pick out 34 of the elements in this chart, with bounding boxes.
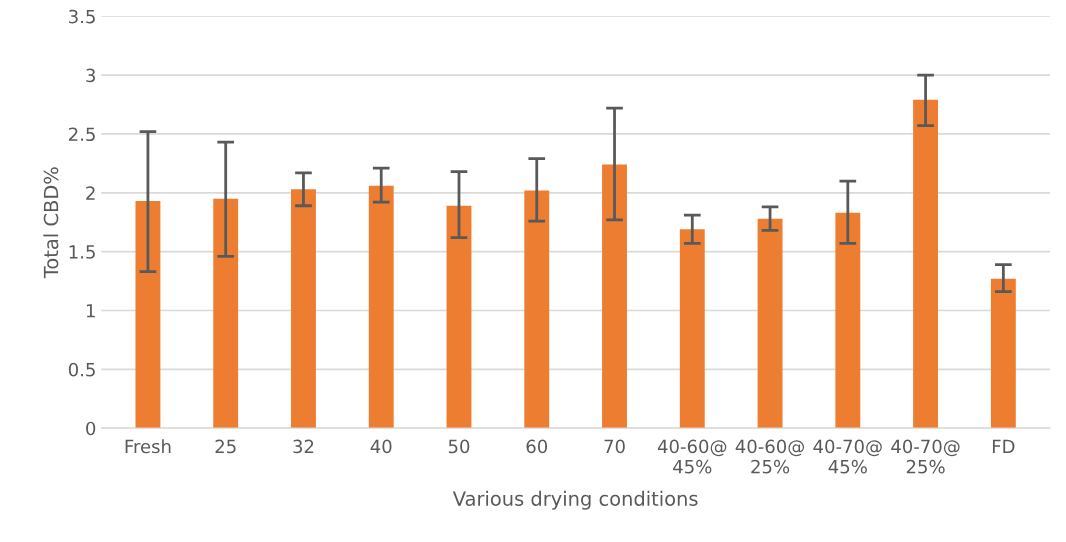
y-tick-label: 3.5 <box>69 9 95 24</box>
bar <box>757 218 783 429</box>
y-tick-label: 0 <box>86 421 96 436</box>
x-tick-label: 40 <box>370 439 392 454</box>
bar <box>446 205 472 429</box>
bar <box>990 278 1016 429</box>
y-tick-label: 1 <box>86 304 95 318</box>
bar <box>135 201 161 429</box>
x-tick-label: 40-70@ 45% <box>813 439 882 474</box>
y-tick-label: 0.5 <box>68 362 95 377</box>
x-axis-title: Various drying conditions <box>452 490 698 510</box>
x-tick-label: FD <box>992 439 1015 454</box>
y-tick-label: 3 <box>86 68 95 83</box>
y-tick-label: 2 <box>86 186 95 200</box>
x-tick-label: 60 <box>526 439 548 454</box>
bar <box>368 185 394 429</box>
bar <box>679 229 705 429</box>
x-tick-label: 40-60@ 25% <box>735 439 805 474</box>
x-tick-label: 25 <box>215 439 236 454</box>
x-tick-label: 40-70@ 25% <box>891 439 960 474</box>
y-tick-label: 1.5 <box>69 245 95 259</box>
x-tick-label: 32 <box>293 439 314 454</box>
bar <box>524 190 550 429</box>
bar <box>602 164 627 429</box>
bar <box>835 212 861 429</box>
bar <box>213 198 239 429</box>
x-tick-label: 40-60@ 45% <box>657 439 727 474</box>
x-tick-label: Fresh <box>125 439 171 454</box>
x-tick-label: 70 <box>604 439 625 454</box>
bar <box>913 99 939 429</box>
y-axis-title: Total CBD% <box>43 167 59 279</box>
y-tick-label: 2.5 <box>69 127 95 142</box>
x-tick-label: 50 <box>448 439 470 454</box>
bar <box>291 189 316 429</box>
